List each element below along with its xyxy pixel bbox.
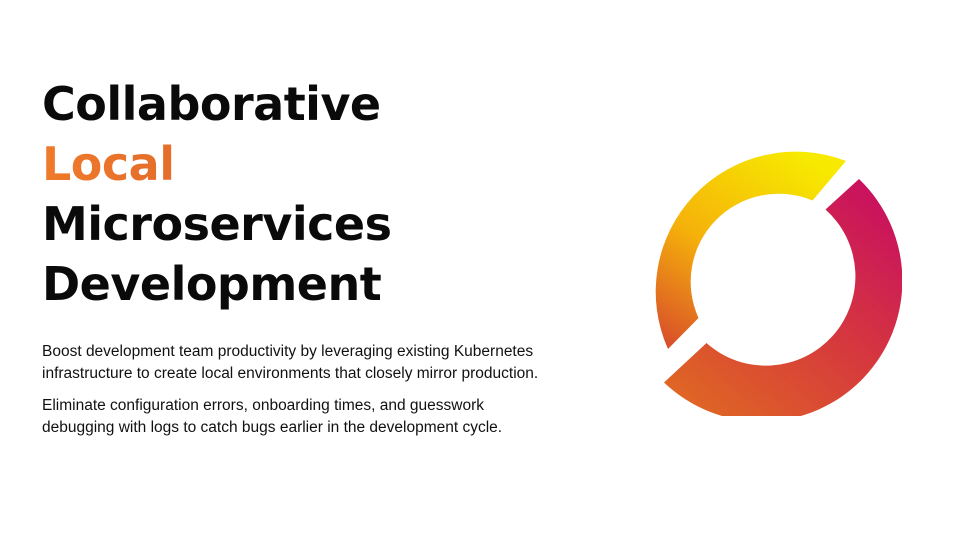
headline-line-1: Collaborative (42, 77, 381, 131)
description-paragraph-1: Boost development team productivity by l… (42, 343, 539, 382)
description: Boost development team productivity by l… (42, 341, 542, 439)
page-title: Collaborative Local Microservices Develo… (42, 74, 562, 314)
ring-logo-icon (612, 126, 902, 416)
headline-line-4: Development (42, 257, 382, 311)
description-paragraph-2: Eliminate configuration errors, onboardi… (42, 397, 503, 436)
hero-section: Collaborative Local Microservices Develo… (42, 74, 562, 449)
headline-accent-word: Local (42, 134, 562, 194)
ring-segment-magenta (664, 179, 902, 416)
ring-segment-yellow (655, 151, 846, 349)
headline-line-3: Microservices (42, 197, 392, 251)
